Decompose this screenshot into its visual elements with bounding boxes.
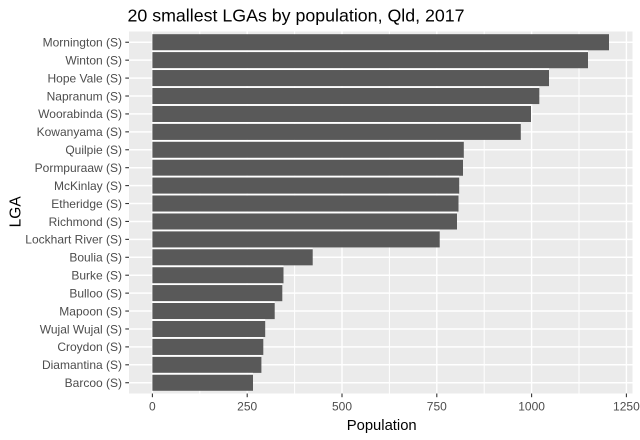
svg-text:Wujal Wujal (S): Wujal Wujal (S) bbox=[40, 322, 122, 336]
svg-text:Diamantina (S): Diamantina (S) bbox=[42, 358, 122, 372]
svg-text:Boulia (S): Boulia (S) bbox=[69, 251, 122, 265]
svg-text:Croydon (S): Croydon (S) bbox=[57, 340, 122, 354]
svg-text:Quilpie (S): Quilpie (S) bbox=[65, 143, 122, 157]
svg-text:Woorabinda (S): Woorabinda (S) bbox=[38, 107, 122, 121]
svg-text:Napranum (S): Napranum (S) bbox=[47, 89, 122, 103]
svg-text:Barcoo (S): Barcoo (S) bbox=[65, 376, 122, 390]
svg-text:500: 500 bbox=[332, 400, 352, 414]
svg-text:McKinlay (S): McKinlay (S) bbox=[54, 179, 122, 193]
svg-text:250: 250 bbox=[237, 400, 257, 414]
svg-text:1000: 1000 bbox=[518, 400, 545, 414]
svg-text:Winton (S): Winton (S) bbox=[65, 53, 122, 67]
svg-text:Burke (S): Burke (S) bbox=[71, 269, 122, 283]
svg-text:20 smallest LGAs by population: 20 smallest LGAs by population, Qld, 201… bbox=[128, 5, 465, 25]
svg-text:Kowanyama (S): Kowanyama (S) bbox=[37, 125, 122, 139]
svg-text:Population: Population bbox=[347, 418, 417, 434]
svg-text:Etheridge (S): Etheridge (S) bbox=[51, 197, 122, 211]
svg-text:750: 750 bbox=[427, 400, 447, 414]
svg-text:Richmond (S): Richmond (S) bbox=[49, 215, 122, 229]
svg-text:0: 0 bbox=[149, 400, 156, 414]
svg-text:Mapoon (S): Mapoon (S) bbox=[59, 304, 122, 318]
svg-text:Pormpuraaw (S): Pormpuraaw (S) bbox=[35, 161, 122, 175]
svg-text:Bulloo (S): Bulloo (S) bbox=[69, 286, 122, 300]
svg-text:Mornington (S): Mornington (S) bbox=[43, 36, 122, 50]
svg-text:Hope Vale (S): Hope Vale (S) bbox=[48, 71, 122, 85]
svg-text:LGA: LGA bbox=[7, 196, 24, 228]
svg-text:1250: 1250 bbox=[613, 400, 640, 414]
svg-text:Lockhart River (S): Lockhart River (S) bbox=[25, 233, 122, 247]
